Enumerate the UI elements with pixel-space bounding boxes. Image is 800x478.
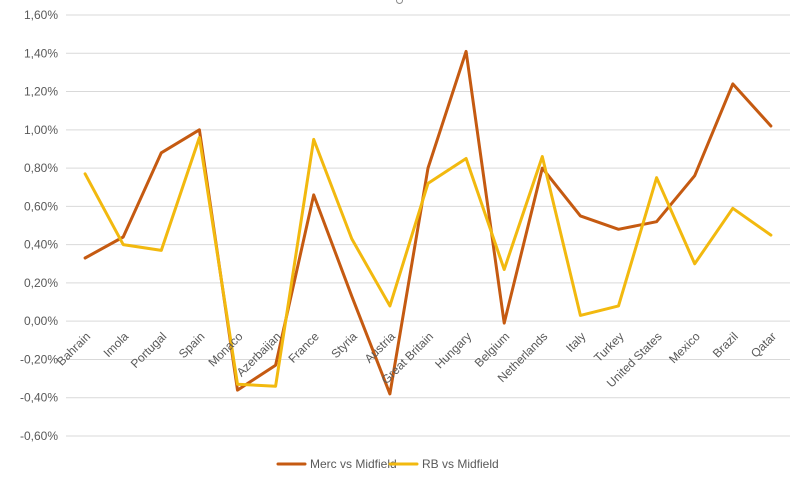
y-tick-label: -0,60%: [20, 429, 58, 443]
legend: Merc vs Midfield RB vs Midfield: [276, 457, 499, 471]
legend-item-rb-vs-midfield: RB vs Midfield: [388, 457, 499, 471]
x-tick-label-styria: Styria: [328, 329, 360, 361]
y-axis: -0,60% -0,40% -0,20% 0,00% 0,20% 0,40% 0,60% 0,…: [20, 8, 58, 443]
x-tick-label-spain: Spain: [176, 329, 208, 361]
y-tick-label: 0,20%: [24, 276, 58, 290]
y-tick-label: 1,40%: [24, 46, 58, 60]
y-tick-label: 1,00%: [24, 123, 58, 137]
x-tick-label-portugal: Portugal: [128, 329, 170, 371]
x-tick-label-mexico: Mexico: [666, 329, 703, 366]
y-tick-label: -0,20%: [20, 352, 58, 366]
x-tick-label-hungary: Hungary: [432, 329, 474, 371]
y-tick-label: -0,40%: [20, 391, 58, 405]
gridlines: [66, 14, 790, 437]
x-tick-label-qatar: Qatar: [748, 329, 779, 360]
legend-item-merc-vs-midfield: Merc vs Midfield: [276, 457, 397, 471]
x-tick-label-france: France: [285, 329, 322, 366]
y-tick-label: 0,60%: [24, 199, 58, 213]
x-tick-label-brazil: Brazil: [710, 329, 741, 360]
x-tick-label-italy: Italy: [563, 329, 588, 354]
y-tick-label: 0,80%: [24, 161, 58, 175]
series-lines: [83, 49, 773, 396]
x-tick-label-bahrain: Bahrain: [54, 329, 93, 368]
y-tick-label: 1,60%: [24, 8, 58, 22]
chart-resize-handle[interactable]: [396, 0, 403, 4]
y-tick-label: 0,00%: [24, 314, 58, 328]
x-tick-label-imola: Imola: [101, 329, 132, 360]
y-tick-label: 0,40%: [24, 238, 58, 252]
legend-label: RB vs Midfield: [422, 457, 499, 471]
y-tick-label: 1,20%: [24, 85, 58, 99]
legend-label: Merc vs Midfield: [310, 457, 397, 471]
